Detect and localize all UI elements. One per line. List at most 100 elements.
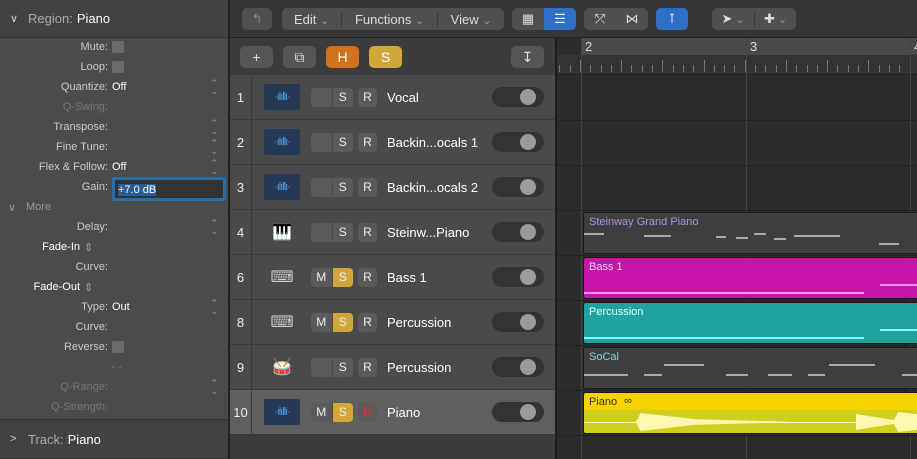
midi-note xyxy=(768,374,792,376)
record-button[interactable]: R xyxy=(358,178,377,197)
ruler-ticks[interactable] xyxy=(557,55,917,75)
ruler-bar[interactable] xyxy=(581,38,917,55)
stepper-icon[interactable]: ⌃ ⌄ xyxy=(210,118,218,136)
region[interactable]: Piano ∞ xyxy=(583,392,917,434)
track-on-toggle[interactable] xyxy=(492,132,544,152)
track-row[interactable]: 6 ⌨ M S R Bass 1 xyxy=(230,255,555,300)
record-button[interactable]: R xyxy=(358,358,377,377)
snap-icon[interactable]: ⊺ xyxy=(656,8,688,30)
checkbox[interactable] xyxy=(112,341,124,353)
track-name[interactable]: Backin...ocals 2 xyxy=(387,180,479,195)
view-menu[interactable]: View ⌄ xyxy=(450,11,492,27)
track-row[interactable]: 4 🎹 S R Steinw...Piano xyxy=(230,210,555,255)
record-button[interactable]: R xyxy=(358,313,377,332)
stepper-icon[interactable]: ⌃ ⌄ xyxy=(210,78,218,96)
stepper-icon[interactable]: ⌃ ⌄ xyxy=(210,158,218,176)
track-on-toggle[interactable] xyxy=(492,357,544,377)
checkbox[interactable] xyxy=(112,41,124,53)
track-row[interactable]: 3 ·ılıllı· S R Backin...ocals 2 xyxy=(230,165,555,210)
divider[interactable] xyxy=(228,0,230,459)
automation-icon[interactable]: ⤱ xyxy=(584,8,616,30)
track-row[interactable]: 1 ·ılıllı· S R Vocal xyxy=(230,75,555,120)
track-header[interactable]: > Track: Piano xyxy=(0,419,228,459)
mute-button[interactable]: M xyxy=(316,315,327,329)
track-number: 4 xyxy=(230,210,252,255)
mute-button[interactable] xyxy=(311,223,332,242)
solo-button[interactable]: S xyxy=(331,358,354,377)
track-name[interactable]: Bass 1 xyxy=(387,270,427,285)
list-view-icon[interactable]: ☰ xyxy=(544,8,576,30)
stepper-icon[interactable]: ⌃ ⌄ xyxy=(210,378,218,396)
back-icon[interactable]: ↰ xyxy=(242,8,272,30)
grid-view-icon[interactable]: ▦ xyxy=(512,8,544,30)
duplicate-track-icon[interactable]: ⧉ xyxy=(283,46,316,68)
track-on-toggle[interactable] xyxy=(492,312,544,332)
arrange-area[interactable]: 2 3 4 Steinway Grand Piano Bass 1 Percussion S… xyxy=(555,38,917,459)
track-row[interactable]: 9 🥁 S R Percussion xyxy=(230,345,555,390)
track-row[interactable]: 2 ·ılıllı· S R Backin...ocals 1 xyxy=(230,120,555,165)
pointer-tool-icon[interactable]: ➤ ⌄ xyxy=(721,11,745,26)
track-name[interactable]: Steinw...Piano xyxy=(387,225,470,240)
solo-global-button[interactable]: S xyxy=(369,46,402,68)
track-on-toggle[interactable] xyxy=(492,177,544,197)
record-button[interactable]: R xyxy=(358,88,377,107)
region[interactable]: Bass 1 xyxy=(583,257,917,299)
record-button[interactable]: R xyxy=(358,133,377,152)
functions-menu[interactable]: Functions ⌄ xyxy=(342,11,438,27)
record-button[interactable]: R xyxy=(358,268,377,287)
more-section[interactable]: More xyxy=(26,201,52,213)
track-on-toggle[interactable] xyxy=(492,87,544,107)
track-on-toggle[interactable] xyxy=(492,222,544,242)
region[interactable]: SoCal xyxy=(583,347,917,389)
inspector-row: Gain: xyxy=(0,177,228,197)
field-value[interactable]: Out xyxy=(112,301,130,313)
solo-button[interactable]: S xyxy=(331,403,353,422)
field-value[interactable]: Off xyxy=(112,161,127,173)
track-name[interactable]: Backin...ocals 1 xyxy=(387,135,479,150)
track-name[interactable]: Vocal xyxy=(387,90,419,105)
solo-button[interactable]: S xyxy=(331,268,353,287)
stepper-icon[interactable]: ⇕ xyxy=(84,241,94,254)
mute-button[interactable] xyxy=(311,358,332,377)
edit-menu[interactable]: Edit ⌄ xyxy=(282,11,342,27)
stepper-icon[interactable]: ⌃ ⌄ xyxy=(210,218,218,236)
solo-button[interactable]: S xyxy=(331,88,354,107)
field-label: - - xyxy=(111,361,122,373)
ruler-tick xyxy=(878,65,880,72)
mute-button[interactable] xyxy=(311,133,332,152)
track-on-toggle[interactable] xyxy=(492,267,544,287)
solo-button[interactable]: S xyxy=(331,223,354,242)
mute-button[interactable] xyxy=(311,178,332,197)
record-button[interactable]: R xyxy=(358,223,377,242)
solo-button[interactable]: S xyxy=(331,133,354,152)
region[interactable]: Percussion xyxy=(583,302,917,344)
field-value[interactable]: Off xyxy=(112,81,127,93)
mute-button[interactable]: M xyxy=(316,405,327,419)
download-icon[interactable]: ↧ xyxy=(511,46,544,68)
region-header[interactable]: ∨ Region: Piano xyxy=(0,0,228,38)
mute-button[interactable] xyxy=(311,88,332,107)
solo-button[interactable]: S xyxy=(331,178,354,197)
stepper-icon[interactable]: ⇕ xyxy=(84,281,94,294)
track-name[interactable]: Percussion xyxy=(387,360,452,375)
ruler-tick xyxy=(610,65,612,72)
crosshair-tool-icon[interactable]: ✚ ⌄ xyxy=(754,11,796,27)
track-on-toggle[interactable] xyxy=(492,402,544,422)
track-row[interactable]: 10 ·ılıllı· M S R Piano xyxy=(230,390,555,435)
track-name[interactable]: Percussion xyxy=(387,315,452,330)
ruler-tick xyxy=(858,65,859,72)
hide-button[interactable]: H xyxy=(326,46,359,68)
ruler-tick xyxy=(559,65,561,72)
track-row[interactable]: 8 ⌨ M S R Percussion xyxy=(230,300,555,345)
record-button[interactable]: R xyxy=(358,403,377,422)
stepper-icon[interactable]: ⌃ ⌄ xyxy=(210,298,218,316)
mute-button[interactable]: M xyxy=(316,270,327,284)
crossfade-icon[interactable]: ⋈ xyxy=(616,8,648,30)
region[interactable]: Steinway Grand Piano xyxy=(583,212,917,254)
stepper-icon[interactable]: ⌃ ⌄ xyxy=(210,138,218,156)
track-name[interactable]: Piano xyxy=(387,405,421,420)
add-track-button[interactable]: + xyxy=(240,46,273,68)
solo-button[interactable]: S xyxy=(331,313,353,332)
gain-field[interactable]: +7.0 dB xyxy=(112,177,226,201)
checkbox[interactable] xyxy=(112,61,124,73)
